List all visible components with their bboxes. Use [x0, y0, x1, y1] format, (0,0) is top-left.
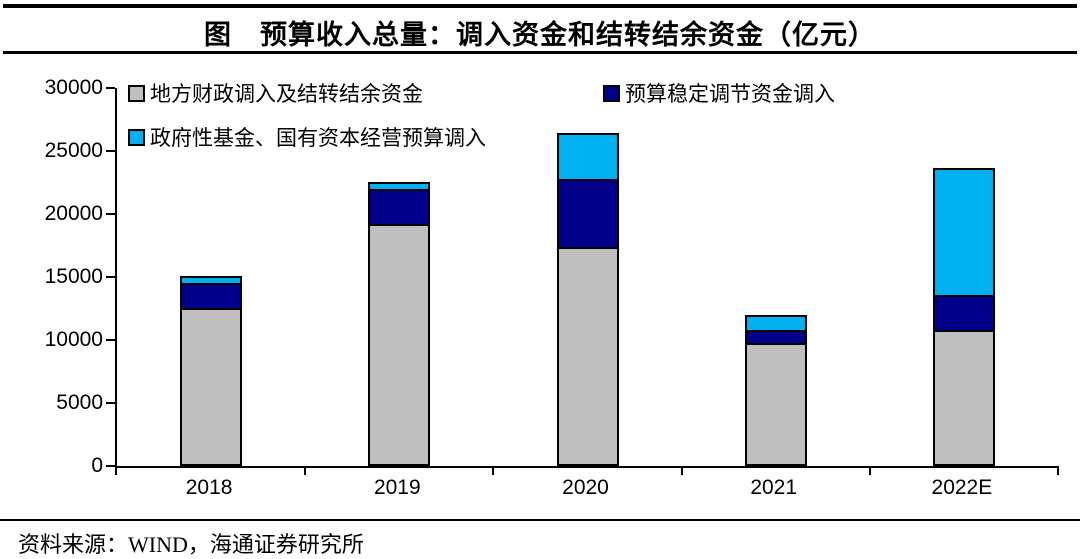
y-axis-tick [106, 213, 115, 215]
x-axis-label: 2022E [931, 476, 993, 499]
bar-segment [558, 247, 617, 464]
y-axis-label: 25000 [44, 139, 103, 162]
plot-area [106, 87, 1059, 475]
x-axis-tick [304, 466, 307, 475]
navy-series-swatch-icon [603, 84, 620, 102]
legend-item-gray: 地方财政调入及结转结余资金 [128, 78, 423, 108]
x-axis-label: 2021 [750, 476, 798, 499]
source-attribution: 资料来源：WIND，海通证券研究所 [18, 532, 364, 557]
y-axis-label: 5000 [56, 391, 103, 414]
bar-segment [746, 342, 805, 464]
bar-segment [746, 317, 805, 330]
bar-segment [182, 283, 241, 308]
chart-title: 图 预算收入总量：调入资金和结转结余资金（亿元） [204, 20, 876, 50]
x-axis-label: 2018 [185, 476, 233, 499]
legend-item-cyan: 政府性基金、国有资本经营预算调入 [128, 122, 486, 152]
title-divider-rule [3, 51, 1077, 54]
y-axis-tick [106, 402, 115, 404]
bar-segment [746, 329, 805, 343]
bar-segment [934, 295, 993, 330]
bar-segment [182, 278, 241, 283]
bar-segment [370, 189, 429, 224]
legend-label-navy: 预算稳定调节资金调入 [625, 82, 835, 106]
bar-2020 [556, 133, 619, 466]
gray-series-swatch-icon [128, 84, 145, 102]
y-axis-label: 20000 [44, 202, 103, 225]
y-axis-label: 0 [91, 454, 103, 477]
bar-segment [370, 224, 429, 464]
y-axis-label: 30000 [44, 76, 103, 99]
y-axis-label: 15000 [44, 265, 103, 288]
legend-item-navy: 预算稳定调节资金调入 [603, 78, 835, 108]
x-axis-label: 2019 [373, 476, 421, 499]
bar-2019 [368, 182, 431, 466]
bar-segment [558, 135, 617, 179]
cyan-series-swatch-icon [128, 128, 145, 146]
y-axis-tick [106, 150, 115, 152]
bar-2018 [180, 276, 243, 466]
legend-label-gray: 地方财政调入及结转结余资金 [150, 82, 423, 106]
x-axis-tick [1057, 466, 1059, 475]
bar-segment [934, 170, 993, 295]
bar-segment [182, 308, 241, 464]
bar-segment [370, 184, 429, 189]
x-axis-tick [868, 466, 871, 475]
bar-segment [934, 330, 993, 464]
x-axis-tick [680, 466, 683, 475]
y-axis-tick [106, 465, 115, 467]
bar-2022E [932, 168, 995, 466]
bar-2021 [744, 315, 807, 466]
y-axis-tick [106, 339, 115, 341]
y-axis-label: 10000 [44, 328, 103, 351]
bar-segment [558, 179, 617, 247]
x-axis-label: 2020 [562, 476, 609, 499]
y-axis-tick [106, 87, 115, 89]
x-axis-tick [492, 466, 495, 475]
legend-label-cyan: 政府性基金、国有资本经营预算调入 [150, 126, 486, 150]
y-axis-tick [106, 276, 115, 278]
x-axis-tick [115, 466, 117, 475]
footer-rule [0, 519, 1080, 521]
top-rule [3, 4, 1077, 8]
